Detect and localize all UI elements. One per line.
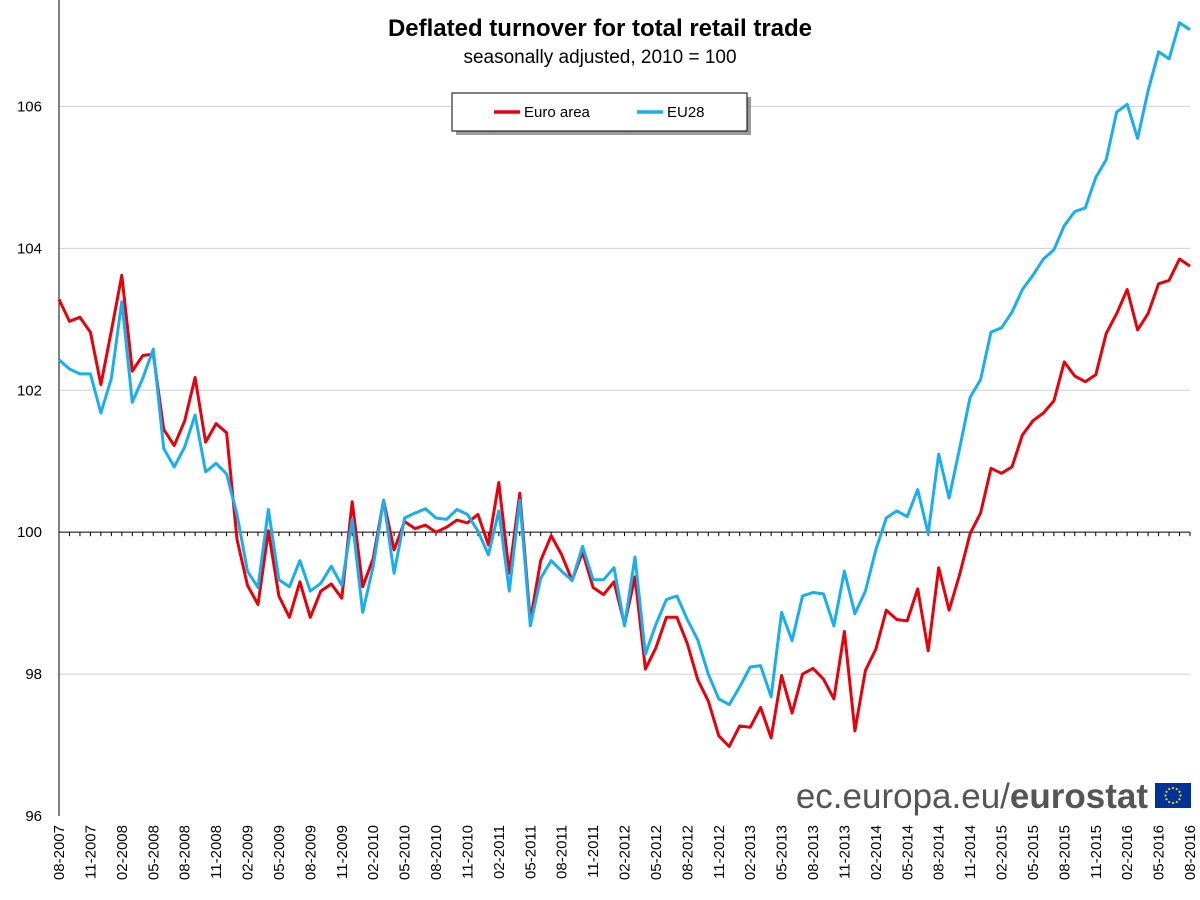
legend-label-euro-area: Euro area xyxy=(524,104,591,121)
x-tick-label: 08-2012 xyxy=(679,825,696,880)
x-tick-label: 08-2009 xyxy=(302,825,319,880)
x-tick-label: 11-2012 xyxy=(711,825,728,879)
series-line-euro-area xyxy=(57,257,1191,748)
x-tick-label: 08-2016 xyxy=(1182,825,1199,880)
y-tick-label: 106 xyxy=(17,98,42,115)
x-tick-label: 11-2014 xyxy=(962,825,979,879)
x-tick-label: 02-2009 xyxy=(240,825,257,880)
x-tick-label: 05-2010 xyxy=(397,825,414,880)
x-tick-label: 08-2015 xyxy=(1056,825,1073,880)
y-tick-label: 98 xyxy=(25,666,42,683)
brand-prefix: ec.europa.eu/ xyxy=(796,777,1010,816)
x-tick-label: 05-2011 xyxy=(522,825,539,879)
chart-subtitle: seasonally adjusted, 2010 = 100 xyxy=(463,47,736,68)
x-tick-label: 08-2007 xyxy=(51,825,68,880)
legend: Euro area EU28 xyxy=(451,92,751,135)
x-tick-label: 11-2011 xyxy=(585,825,602,878)
chart-title-group: Deflated turnover for total retail trade… xyxy=(388,15,812,68)
x-tick-label: 08-2013 xyxy=(805,825,822,880)
x-tick-label: 11-2010 xyxy=(459,825,476,879)
y-tick-label: 96 xyxy=(25,808,42,825)
x-tick-label: 02-2011 xyxy=(491,825,508,879)
x-tick-label: 08-2008 xyxy=(177,825,194,880)
x-tick-label: 02-2008 xyxy=(114,825,131,880)
brand-name: eurostat xyxy=(1010,777,1148,816)
x-tick-label: 08-2010 xyxy=(428,825,445,880)
series-lines xyxy=(57,21,1191,748)
y-tick-label: 100 xyxy=(17,524,42,541)
x-tick-label: 11-2013 xyxy=(836,825,853,879)
x-tick-label: 08-2014 xyxy=(931,825,948,880)
x-tick-label: 11-2009 xyxy=(334,825,351,879)
x-tick-label: 05-2009 xyxy=(271,825,288,880)
eu-flag-icon xyxy=(1155,783,1191,808)
x-tick-label: 05-2014 xyxy=(899,825,916,880)
y-axis: 96 98 100 102 104 106 xyxy=(17,0,60,825)
gridlines xyxy=(59,105,1190,675)
x-tick-label: 02-2016 xyxy=(1119,825,1136,880)
x-tick-label: 11-2008 xyxy=(208,825,225,879)
chart-title: Deflated turnover for total retail trade xyxy=(388,15,812,42)
x-tick-label: 02-2012 xyxy=(617,825,634,880)
x-tick-label: 02-2014 xyxy=(868,825,885,880)
y-tick-label: 102 xyxy=(17,382,42,399)
x-tick-label: 05-2012 xyxy=(648,825,665,880)
x-tick-label: 02-2015 xyxy=(994,825,1011,880)
y-tick-label: 104 xyxy=(17,240,42,257)
x-tick-label: 05-2016 xyxy=(1151,825,1168,880)
x-axis: 08-2007 11-2007 02-2008 05-2008 08-2008 11-20… xyxy=(51,531,1199,880)
x-tick-label: 02-2013 xyxy=(742,825,759,880)
x-tick-label: 02-2010 xyxy=(365,825,382,880)
x-tick-label: 11-2015 xyxy=(1088,825,1105,879)
x-tick-label: 08-2011 xyxy=(554,825,571,879)
x-tick-label: 11-2007 xyxy=(82,825,99,879)
x-tick-label: 05-2015 xyxy=(1025,825,1042,880)
x-tick-label: 05-2013 xyxy=(774,825,791,880)
brand-text: ec.europa.eu/eurostat xyxy=(796,777,1148,816)
legend-label-eu28: EU28 xyxy=(667,104,705,121)
series-line-eu28 xyxy=(58,21,1191,707)
eurostat-branding: ec.europa.eu/eurostat xyxy=(796,777,1191,816)
x-tick-label: 05-2008 xyxy=(145,825,162,880)
